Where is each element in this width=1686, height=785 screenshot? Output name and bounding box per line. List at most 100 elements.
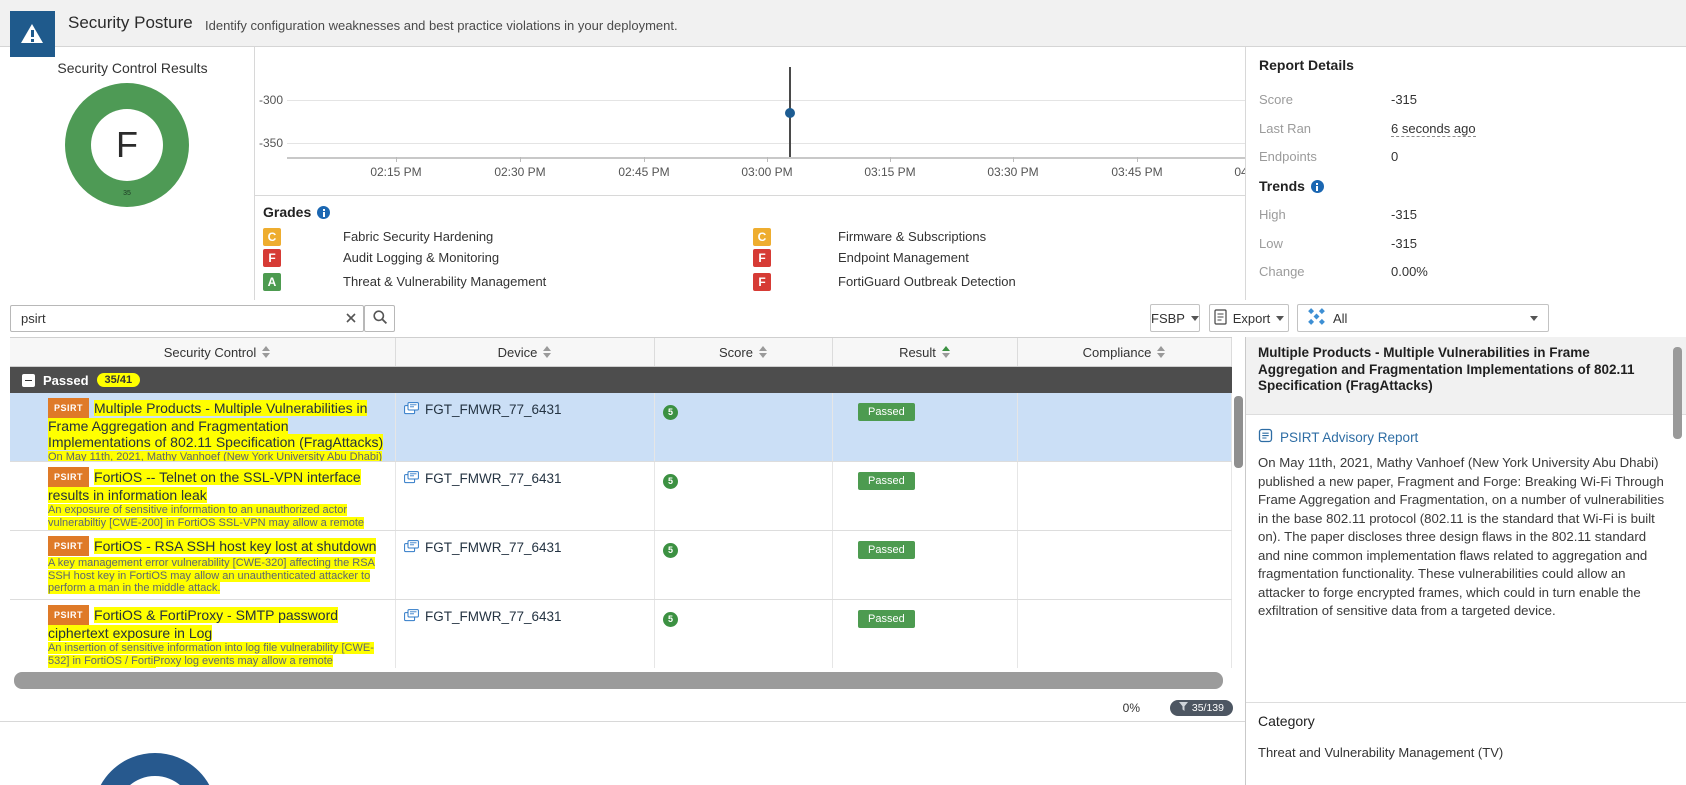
detail-scrollbar[interactable] (1673, 347, 1682, 439)
search-input[interactable] (10, 305, 364, 332)
security-control-cell: PSIRT Multiple Products - Multiple Vulner… (40, 393, 396, 461)
x-axis-tickmark (396, 157, 397, 162)
category-section-header: Category (1246, 702, 1686, 729)
chevron-down-icon (1190, 315, 1199, 321)
device-icon (404, 402, 419, 420)
security-fabric-icon (1308, 308, 1325, 328)
vertical-scrollbar[interactable] (1234, 396, 1243, 468)
security-control-cell: PSIRT FortiOS -- Telnet on the SSL-VPN in… (40, 462, 396, 530)
column-label: Result (899, 344, 936, 360)
group-label: Passed (43, 372, 89, 388)
device-name: FGT_FMWR_77_6431 (425, 402, 562, 417)
trends-title: Trends (1259, 178, 1324, 194)
score-cell: 5 (655, 531, 833, 599)
grade-badge: A (263, 273, 281, 291)
detail-title: Multiple Products - Multiple Vulnerabili… (1246, 337, 1686, 415)
table-row[interactable]: PSIRT FortiOS -- Telnet on the SSL-VPN in… (10, 462, 1232, 531)
table-row[interactable]: PSIRT FortiOS & FortiProxy - SMTP passwor… (10, 600, 1232, 668)
warning-exclamation-dot (31, 39, 34, 42)
device-cell: FGT_FMWR_77_6431 (396, 600, 655, 668)
x-axis-tick: 03:45 PM (1111, 165, 1163, 179)
device-icon (404, 471, 419, 489)
psirt-badge: PSIRT (48, 467, 90, 487)
low-value: -315 (1391, 236, 1418, 251)
result-cell: Passed (833, 531, 1018, 599)
grade-label: Fabric Security Hardening (343, 229, 494, 244)
last-ran-value[interactable]: 6 seconds ago (1391, 121, 1476, 137)
device-name: FGT_FMWR_77_6431 (425, 471, 562, 486)
score-badge: 5 (663, 612, 678, 627)
expand-cell (10, 600, 40, 668)
filtered-count-badge[interactable]: 35/139 (1169, 700, 1233, 716)
search-button[interactable] (364, 305, 395, 332)
result-cell: Passed (833, 600, 1018, 668)
gridline (287, 100, 1245, 101)
x-axis-tick: 03:15 PM (864, 165, 916, 179)
x-axis-tick: 02:30 PM (494, 165, 546, 179)
scope-filter-select[interactable]: All (1297, 304, 1549, 332)
device-cell: FGT_FMWR_77_6431 (396, 531, 655, 599)
trends-title-text: Trends (1259, 178, 1305, 194)
search-icon (372, 309, 388, 328)
high-label: High (1259, 207, 1286, 222)
score-badge: 5 (663, 405, 678, 420)
fsbp-dropdown-button[interactable]: FSBP (1150, 304, 1200, 332)
security-posture-warning-icon (10, 11, 55, 57)
psirt-advisory-link[interactable]: PSIRT Advisory Report (1258, 428, 1674, 446)
security-control-results-title: Security Control Results (57, 60, 208, 76)
security-control-description: An insertion of sensitive information in… (48, 642, 374, 668)
sort-icon (543, 346, 552, 358)
grades-title-text: Grades (263, 204, 312, 220)
column-header-compliance[interactable]: Compliance (1018, 338, 1232, 366)
document-icon (1214, 308, 1227, 328)
column-header-result[interactable]: Result (833, 338, 1018, 366)
column-header-device[interactable]: Device (396, 338, 655, 366)
score-cell: 5 (655, 462, 833, 530)
scope-filter-value: All (1333, 310, 1348, 326)
security-control-cell: PSIRT FortiOS - RSA SSH host key lost at … (40, 531, 396, 599)
group-row-passed[interactable]: Passed 35/41 (10, 367, 1232, 393)
y-axis-tick: -300 (258, 93, 283, 107)
security-control-title: Multiple Products - Multiple Vulnerabili… (48, 400, 384, 450)
partial-donut-chart (93, 753, 217, 785)
collapse-icon[interactable] (22, 373, 35, 387)
sort-icon-ascending (941, 346, 951, 358)
security-control-results-panel: Security Control Results F 35 (10, 47, 255, 300)
security-control-cell: PSIRT FortiOS & FortiProxy - SMTP passwor… (40, 600, 396, 668)
result-cell: Passed (833, 393, 1018, 461)
security-control-title: FortiOS & FortiProxy - SMTP password cip… (48, 607, 339, 641)
column-header-security-control[interactable]: Security Control (40, 338, 396, 366)
x-axis-tickmark (520, 157, 521, 162)
grade-label: Audit Logging & Monitoring (343, 250, 500, 265)
sort-icon (758, 346, 768, 358)
result-badge: Passed (858, 541, 915, 559)
x-axis-tick: 04:00 PM (1234, 165, 1245, 179)
table-footer: 0% 35/139 (0, 693, 1245, 722)
x-axis-tick: 02:45 PM (618, 165, 670, 179)
funnel-icon (1178, 702, 1188, 714)
score-data-point[interactable] (785, 108, 795, 118)
security-control-description: An exposure of sensitive information to … (48, 504, 365, 530)
table-row[interactable]: PSIRT Multiple Products - Multiple Vulner… (10, 393, 1232, 462)
sort-icon (1157, 346, 1166, 358)
grade-label: Firmware & Subscriptions (838, 229, 987, 244)
info-icon[interactable] (317, 206, 331, 219)
horizontal-scrollbar-thumb[interactable] (14, 672, 1223, 689)
grade-badge: F (263, 249, 281, 267)
table-header: Security Control Device Score Result Com… (10, 337, 1232, 367)
gridline (287, 143, 1245, 144)
device-icon (404, 609, 419, 627)
export-dropdown-button[interactable]: Export (1209, 304, 1289, 332)
page-subtitle: Identify configuration weaknesses and be… (205, 18, 678, 33)
horizontal-scrollbar-track[interactable] (10, 668, 1232, 693)
clear-search-icon[interactable] (344, 311, 358, 325)
x-axis-tickmark (767, 157, 768, 162)
table-row[interactable]: PSIRT FortiOS - RSA SSH host key lost at … (10, 531, 1232, 600)
info-icon[interactable] (1310, 180, 1324, 193)
grade-label: FortiGuard Outbreak Detection (838, 274, 1016, 289)
x-axis-tick: 02:15 PM (370, 165, 422, 179)
grade-badge: C (753, 228, 771, 246)
column-header-score[interactable]: Score (655, 338, 833, 366)
endpoints-value: 0 (1391, 149, 1399, 164)
grade-donut-hole (91, 109, 163, 181)
